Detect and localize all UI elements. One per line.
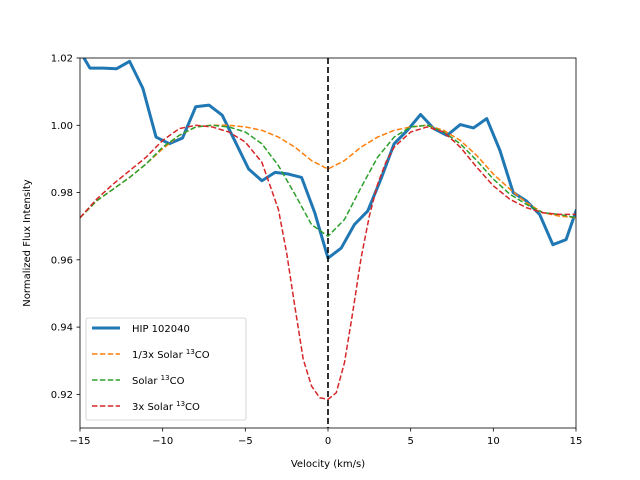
legend-frame — [85, 317, 247, 421]
x-tick-label: −5 — [238, 436, 253, 447]
legend-label-2: 1/3x Solar 13CO — [132, 348, 210, 361]
x-tick-label: 10 — [487, 436, 500, 447]
y-tick-label: 1.00 — [51, 121, 73, 132]
y-tick-label: 0.94 — [51, 323, 73, 334]
series-line-2 — [80, 124, 576, 219]
legend-label-3: Solar 13CO — [132, 374, 185, 387]
x-axis-ticks: −15 −10 −5 0 5 10 15 — [69, 428, 582, 447]
legend: HIP 102040 1/3x Solar 13CO Solar 13CO 3x So… — [85, 317, 247, 421]
x-tick-label: 5 — [407, 436, 413, 447]
x-tick-label: −10 — [152, 436, 173, 447]
legend-label-1: HIP 102040 — [132, 324, 190, 335]
y-tick-label: 0.96 — [51, 255, 73, 266]
y-tick-label: 1.02 — [51, 54, 73, 65]
series-line-4 — [80, 124, 576, 401]
y-tick-label: 0.98 — [51, 188, 73, 199]
series-line-3 — [80, 124, 576, 238]
x-axis-label: Velocity (km/s) — [291, 459, 365, 470]
legend-label-4: 3x Solar 13CO — [132, 400, 200, 413]
y-axis-ticks: 0.92 0.94 0.96 0.98 1.00 1.02 — [51, 54, 80, 401]
y-tick-label: 0.92 — [51, 390, 73, 401]
x-tick-label: 0 — [325, 436, 331, 447]
x-tick-label: −15 — [69, 436, 90, 447]
x-tick-label: 15 — [570, 436, 583, 447]
y-axis-label: Normalized Flux Intensity — [22, 179, 33, 306]
